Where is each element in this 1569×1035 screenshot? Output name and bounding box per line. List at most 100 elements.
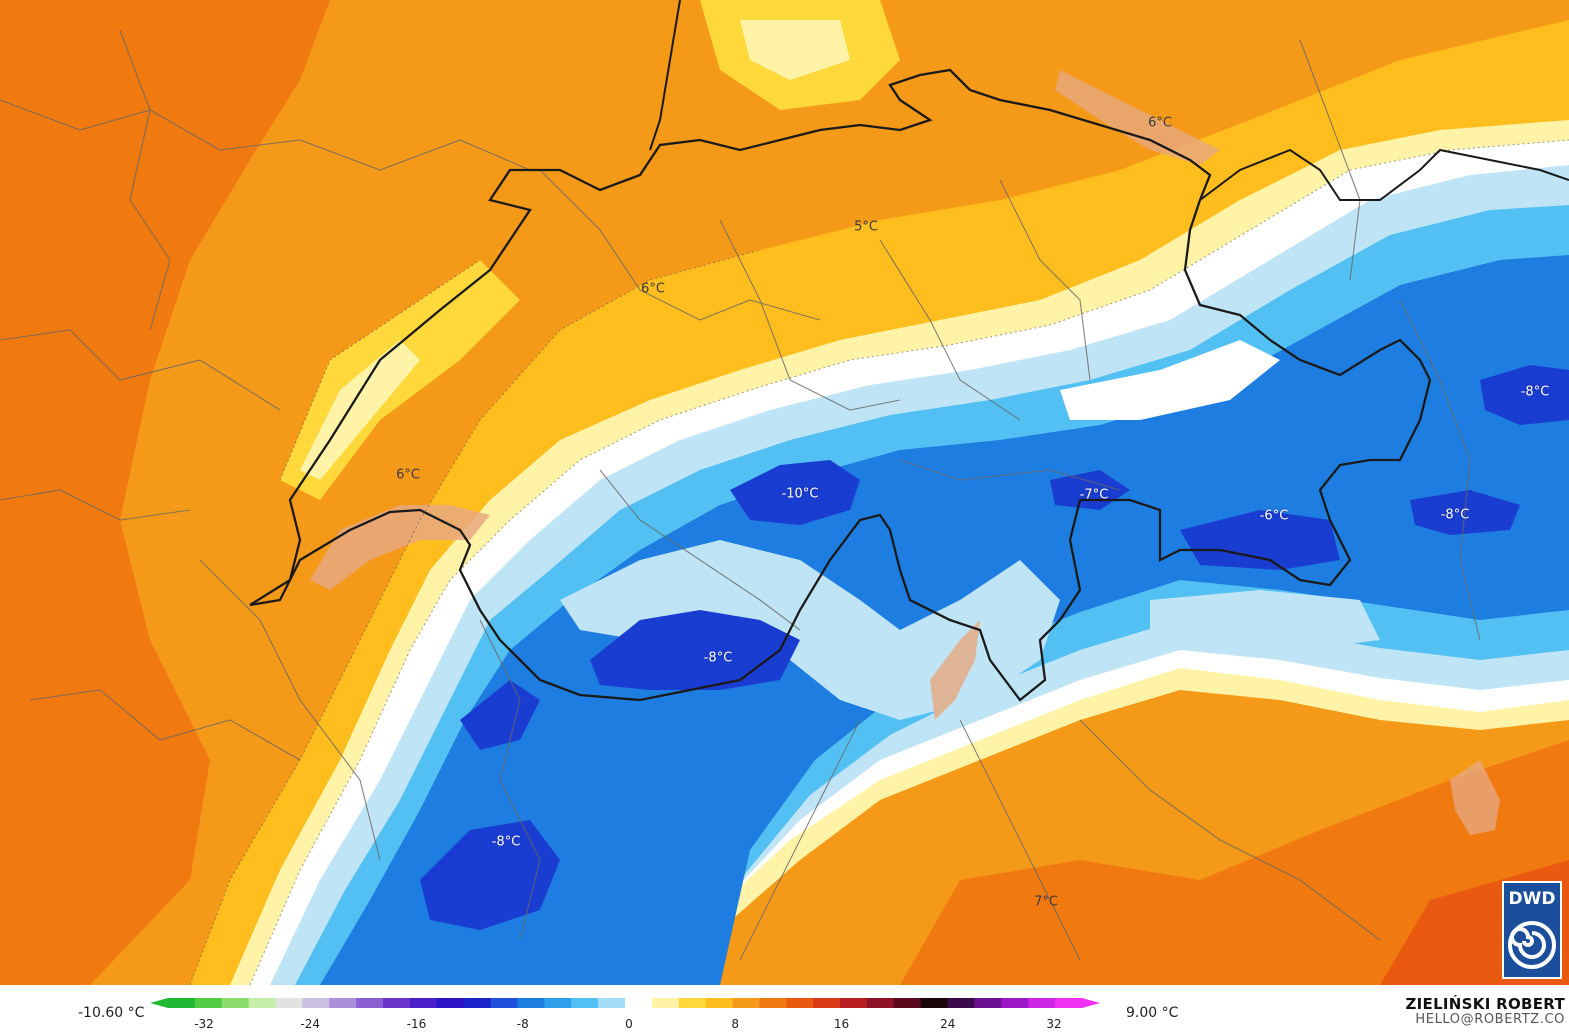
cold-core-engadin [1180, 510, 1340, 570]
isoline [189, 249, 761, 985]
legend-tick-label: 8 [731, 1017, 740, 1031]
legend-swatch [866, 998, 895, 1008]
admin-border [899, 459, 1121, 491]
admin-border [879, 239, 1021, 421]
admin-border [0, 329, 281, 411]
legend-swatch [356, 998, 384, 1008]
legend-swatch [678, 998, 707, 1008]
legend-tick-label: 32 [1046, 1017, 1062, 1031]
admin-border [479, 619, 541, 941]
temperature-map: 6°C 5°C 6°C 6°C -10°C -7°C -6°C -8°C -8°C -8°C -8°… [0, 0, 1569, 985]
temperature-label: 7°C [1034, 894, 1058, 910]
swirl-icon [1508, 921, 1556, 969]
admin-border [1079, 719, 1381, 941]
color-legend: -10.60 °C -32 -24 -16 -8 0 8 16 24 32 9.00 °C ZI… [0, 985, 1569, 1035]
legend-swatch [490, 998, 518, 1008]
admin-border [29, 689, 301, 761]
admin-border [119, 29, 171, 331]
legend-tick-label: -24 [300, 1017, 321, 1031]
legend-min-label: -10.60 °C [78, 1005, 145, 1021]
austria-germany-border [1199, 148, 1569, 201]
cold-core-bernese [730, 460, 860, 525]
admin-border [1399, 299, 1481, 641]
pale-band-jura [300, 340, 420, 480]
legend-swatch [168, 998, 196, 1008]
temperature-label: -8°C [703, 650, 733, 666]
admin-border [1299, 39, 1361, 281]
legend-swatch [974, 998, 1002, 1008]
cold-core-valais [590, 610, 800, 690]
legend-arrow-min [150, 998, 168, 1008]
legend-swatch [248, 998, 277, 1008]
temperature-label: 6°C [396, 467, 420, 483]
temperature-label: -10°C [781, 486, 819, 502]
warm-region-west [0, 0, 330, 985]
legend-arrow-max [1082, 998, 1100, 1008]
temperature-label: 6°C [641, 281, 665, 297]
admin-border [739, 719, 861, 961]
legend-swatch [651, 998, 680, 1008]
isoline [279, 259, 481, 481]
admin-border [719, 219, 901, 411]
temperature-label: -8°C [1520, 384, 1550, 400]
legend-swatch [302, 998, 330, 1008]
legend-tick-label: 24 [940, 1017, 956, 1031]
temperature-label: -6°C [1259, 508, 1289, 524]
legend-tick-label: -16 [406, 1017, 427, 1031]
legend-tick-label: 0 [625, 1017, 633, 1031]
dwd-logo-text: DWD [1508, 889, 1556, 909]
dwd-logo: DWD [1502, 881, 1562, 979]
legend-swatch [1001, 998, 1029, 1008]
legend-swatch [571, 998, 599, 1008]
legend-swatch [1028, 998, 1056, 1008]
admin-borders [0, 29, 1481, 961]
swiss-border [249, 68, 1432, 702]
legend-swatch [893, 998, 922, 1008]
map-canvas [0, 0, 1569, 985]
cold-core-southwest [420, 820, 560, 930]
legend-swatch [947, 998, 975, 1008]
legend-swatch [409, 998, 438, 1008]
legend-swatch [329, 998, 357, 1008]
legend-swatch [1055, 998, 1083, 1008]
legend-swatch [759, 998, 787, 1008]
admin-border [999, 179, 1091, 381]
france-germany-border [649, 0, 681, 151]
isoline [249, 139, 1569, 985]
legend-tick-label: -32 [194, 1017, 214, 1031]
legend-colorbar [150, 998, 1100, 1008]
legend-swatch [598, 998, 626, 1008]
admin-border [0, 99, 531, 171]
lake-constance [1055, 70, 1220, 165]
isolines [189, 139, 1569, 985]
legend-tick-label: 16 [833, 1017, 850, 1031]
legend-swatch [625, 998, 653, 1008]
legend-swatch [786, 998, 814, 1008]
legend-swatch [436, 998, 465, 1008]
temperature-label: 6°C [1148, 115, 1172, 131]
legend-swatch [383, 998, 411, 1008]
temperature-label: -8°C [491, 834, 521, 850]
legend-swatch [840, 998, 868, 1008]
lake-geneva [310, 505, 490, 590]
admin-border [599, 469, 801, 631]
legend-max-label: 9.00 °C [1126, 1005, 1179, 1021]
temperature-label: -7°C [1079, 487, 1109, 503]
temperature-label: -8°C [1440, 507, 1470, 523]
legend-swatch [463, 998, 492, 1008]
legend-swatch [517, 998, 545, 1008]
credit-name: ZIELIŃSKI ROBERT [1405, 995, 1565, 1013]
credit-email: HELLO@ROBERTZ.CO [1415, 1012, 1565, 1027]
warm-region-southeast [900, 740, 1569, 985]
legend-swatch [194, 998, 223, 1008]
legend-swatch [221, 998, 250, 1008]
admin-border [0, 489, 191, 521]
legend-swatch [275, 998, 303, 1008]
legend-swatch [813, 998, 841, 1008]
pale-blob-north [740, 20, 850, 80]
cold-core-montblanc [460, 680, 540, 750]
legend-swatch [544, 998, 572, 1008]
admin-border [199, 559, 381, 861]
valley-white-east [1060, 340, 1280, 420]
legend-swatch [705, 998, 734, 1008]
